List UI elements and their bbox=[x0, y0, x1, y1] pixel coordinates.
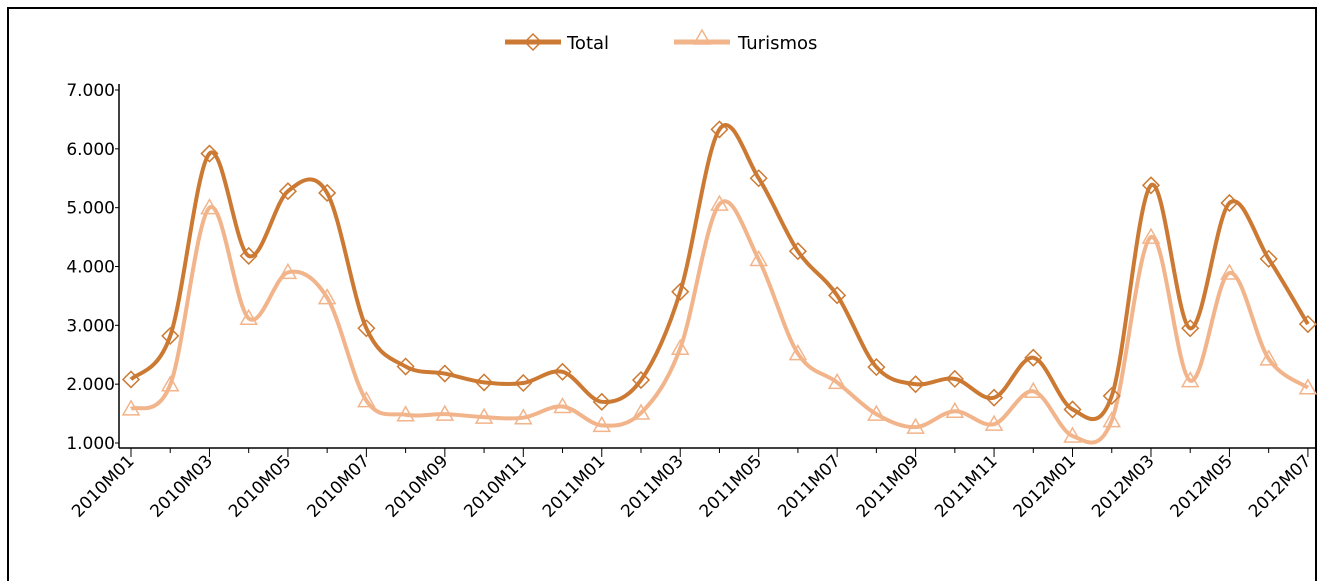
series-total bbox=[121, 120, 1317, 422]
series-total-point bbox=[239, 246, 258, 265]
series-total-point bbox=[514, 373, 533, 393]
series-turismos-point bbox=[710, 194, 729, 211]
y-tick-label: 6.000 bbox=[66, 140, 115, 160]
series-turismos-point bbox=[200, 198, 219, 215]
series-turismos-point bbox=[670, 338, 690, 356]
legend-label-turismos: Turismos bbox=[737, 33, 817, 54]
series-turismos-point bbox=[160, 375, 180, 392]
series-total-point bbox=[867, 358, 886, 377]
series-total-point bbox=[1102, 386, 1121, 405]
series-total-point bbox=[357, 319, 376, 338]
y-tick-label: 3.000 bbox=[66, 316, 115, 336]
series-total-point bbox=[1298, 315, 1317, 334]
series-total-point bbox=[592, 392, 611, 411]
series-total-line bbox=[129, 123, 1310, 422]
legend-marker-total bbox=[523, 32, 543, 52]
series-turismos-point bbox=[1220, 263, 1239, 280]
x-tick-label: 2011M09 bbox=[853, 451, 923, 521]
series-turismos-point bbox=[827, 372, 847, 390]
series-total-point bbox=[396, 357, 415, 376]
series-turismos-point bbox=[1102, 411, 1122, 428]
y-tick-label: 2.000 bbox=[66, 375, 115, 395]
series-turismos-point bbox=[1180, 371, 1200, 388]
legend: Total Turismos bbox=[505, 28, 817, 54]
y-tick-label: 5.000 bbox=[66, 199, 115, 219]
series-total-point bbox=[200, 144, 219, 163]
series-total-point bbox=[749, 169, 768, 188]
series-total-point bbox=[1181, 319, 1200, 338]
series-total-point bbox=[710, 120, 729, 139]
series-turismos-point bbox=[435, 404, 455, 421]
x-tick-label: 2012M07 bbox=[1245, 451, 1315, 521]
series-turismos-point bbox=[788, 344, 808, 361]
series-turismos-line bbox=[129, 199, 1310, 445]
y-tick-label: 7.000 bbox=[66, 81, 115, 101]
series-total-point bbox=[1220, 193, 1239, 213]
series-turismos-point bbox=[1141, 227, 1161, 244]
x-tick-label: 2010M03 bbox=[147, 451, 217, 521]
chart-frame bbox=[7, 7, 1317, 581]
series-turismos-point bbox=[906, 417, 925, 434]
series-turismos-point bbox=[1298, 378, 1318, 395]
x-tick-label: 2010M07 bbox=[304, 451, 374, 521]
legend-label-total: Total bbox=[566, 33, 609, 54]
series-total-point bbox=[671, 282, 690, 301]
series-turismos-point bbox=[1259, 349, 1278, 366]
series-total-point bbox=[906, 375, 925, 394]
series-turismos-point bbox=[749, 249, 768, 267]
series-total-point bbox=[631, 370, 651, 390]
x-tick-label: 2012M05 bbox=[1167, 451, 1237, 521]
x-tick-label: 2011M03 bbox=[617, 451, 687, 521]
y-tick-label: 1.000 bbox=[66, 434, 115, 454]
y-tick-label: 4.000 bbox=[66, 258, 115, 278]
series-turismos-point bbox=[239, 308, 258, 326]
series-total-point bbox=[553, 362, 572, 381]
series-total-point bbox=[161, 326, 180, 345]
series-turismos-point bbox=[317, 288, 337, 305]
series-turismos-point bbox=[121, 399, 141, 416]
series-total-point bbox=[1063, 400, 1082, 419]
series-turismos-point bbox=[1023, 381, 1043, 398]
legend-marker-turismos bbox=[692, 28, 712, 45]
series-turismos-point bbox=[396, 405, 415, 422]
series-total-point bbox=[278, 182, 297, 201]
series-total-point bbox=[1141, 176, 1161, 195]
series-total-point bbox=[1259, 249, 1278, 268]
series-turismos-point bbox=[867, 404, 886, 421]
series-total-point bbox=[788, 242, 807, 261]
series-total-point bbox=[475, 373, 494, 392]
series-turismos-point bbox=[945, 401, 965, 418]
series-turismos-point bbox=[278, 262, 298, 280]
series-turismos-point bbox=[984, 414, 1004, 431]
x-tick-label: 2011M05 bbox=[696, 451, 766, 521]
series-layer bbox=[121, 120, 1318, 445]
x-tick-label: 2010M11 bbox=[460, 451, 530, 521]
series-turismos-point bbox=[1063, 426, 1082, 443]
legend-item-turismos: Turismos bbox=[674, 28, 817, 54]
x-tick-label: 2010M05 bbox=[225, 451, 295, 521]
x-tick-label: 2011M11 bbox=[931, 451, 1001, 521]
x-tick-label: 2010M09 bbox=[382, 451, 452, 521]
x-tick-label: 2010M01 bbox=[68, 451, 138, 521]
x-tick-label: 2012M03 bbox=[1088, 451, 1158, 521]
series-turismos bbox=[121, 194, 1318, 445]
series-turismos-point bbox=[514, 408, 533, 425]
legend-item-total: Total bbox=[505, 32, 609, 54]
series-total-point bbox=[435, 364, 454, 383]
series-turismos-point bbox=[631, 403, 651, 420]
series-total-point bbox=[1024, 348, 1043, 367]
series-total-point bbox=[121, 370, 141, 389]
x-tick-label: 2011M07 bbox=[774, 451, 844, 521]
series-turismos-point bbox=[553, 397, 572, 414]
series-turismos-point bbox=[357, 391, 376, 408]
series-turismos-point bbox=[474, 407, 494, 424]
series-total-point bbox=[828, 286, 847, 305]
series-turismos-point bbox=[592, 415, 612, 433]
x-tick-label: 2012M01 bbox=[1010, 451, 1080, 521]
series-total-point bbox=[945, 369, 964, 388]
series-total-point bbox=[318, 183, 337, 203]
x-tick-label: 2011M01 bbox=[539, 451, 609, 521]
series-total-point bbox=[984, 388, 1004, 407]
